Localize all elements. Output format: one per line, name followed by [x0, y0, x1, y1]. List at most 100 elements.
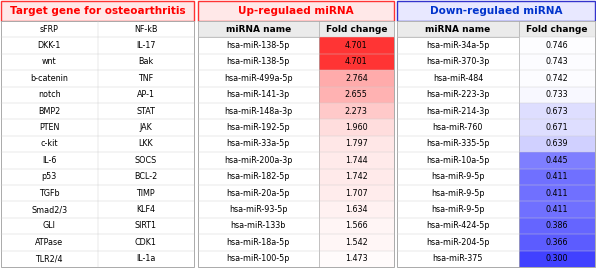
Bar [318, 185, 394, 201]
Text: hsa-miR-18a-5p: hsa-miR-18a-5p [226, 238, 290, 247]
Bar [519, 185, 595, 201]
Bar [198, 21, 394, 267]
Text: 0.733: 0.733 [545, 90, 568, 99]
Bar [519, 136, 595, 152]
Bar [519, 87, 595, 103]
Text: hsa-miR-148a-3p: hsa-miR-148a-3p [224, 107, 293, 116]
Text: PTEN: PTEN [39, 123, 60, 132]
Text: hsa-miR-100-5p: hsa-miR-100-5p [226, 254, 290, 263]
Text: hsa-miR-141-3p: hsa-miR-141-3p [226, 90, 290, 99]
Text: 4.701: 4.701 [345, 58, 368, 66]
Bar [318, 251, 394, 267]
Text: hsa-miR-33a-5p: hsa-miR-33a-5p [226, 140, 290, 148]
Text: 0.300: 0.300 [545, 254, 568, 263]
Bar [1, 21, 194, 267]
Text: 0.639: 0.639 [545, 140, 568, 148]
Text: hsa-miR-484: hsa-miR-484 [433, 74, 483, 83]
Text: 1.960: 1.960 [345, 123, 368, 132]
Text: Fold change: Fold change [325, 25, 387, 34]
Text: SIRT1: SIRT1 [135, 221, 157, 230]
Text: LKK: LKK [138, 140, 153, 148]
Text: SOCS: SOCS [135, 156, 157, 165]
Text: hsa-miR-204-5p: hsa-miR-204-5p [426, 238, 490, 247]
Text: hsa-miR-499a-5p: hsa-miR-499a-5p [224, 74, 293, 83]
Bar [318, 120, 394, 136]
Bar [318, 87, 394, 103]
Text: 0.746: 0.746 [545, 41, 568, 50]
Bar [397, 1, 595, 21]
Text: 2.655: 2.655 [345, 90, 368, 99]
Text: wnt: wnt [42, 58, 57, 66]
Text: hsa-miR-133b: hsa-miR-133b [231, 221, 286, 230]
Text: hsa-miR-182-5p: hsa-miR-182-5p [226, 172, 290, 181]
Text: hsa-miR-214-3p: hsa-miR-214-3p [426, 107, 489, 116]
Text: 1.744: 1.744 [345, 156, 368, 165]
Text: 1.542: 1.542 [345, 238, 368, 247]
Bar [519, 169, 595, 185]
Text: c-kit: c-kit [41, 140, 58, 148]
Text: b-catenin: b-catenin [30, 74, 68, 83]
Bar [519, 54, 595, 70]
Text: hsa-miR-370-3p: hsa-miR-370-3p [426, 58, 489, 66]
Text: TNF: TNF [138, 74, 153, 83]
Bar [519, 70, 595, 87]
Bar [198, 21, 394, 38]
Text: TIMP: TIMP [136, 189, 155, 198]
Bar [519, 201, 595, 218]
Text: sFRP: sFRP [40, 25, 58, 34]
Text: 0.411: 0.411 [545, 189, 568, 198]
Text: BMP2: BMP2 [38, 107, 60, 116]
Bar [318, 70, 394, 87]
Bar [318, 152, 394, 169]
Text: Smad2/3: Smad2/3 [31, 205, 67, 214]
Bar [318, 234, 394, 251]
Text: JAK: JAK [139, 123, 152, 132]
Text: IL-1a: IL-1a [136, 254, 156, 263]
Text: hsa-miR-9-5p: hsa-miR-9-5p [431, 189, 485, 198]
Text: 1.797: 1.797 [345, 140, 368, 148]
Text: CDK1: CDK1 [135, 238, 157, 247]
Bar [519, 234, 595, 251]
Text: AP-1: AP-1 [136, 90, 155, 99]
Text: 1.634: 1.634 [345, 205, 368, 214]
Text: hsa-miR-223-3p: hsa-miR-223-3p [426, 90, 490, 99]
Text: 0.742: 0.742 [545, 74, 568, 83]
Text: Bak: Bak [138, 58, 153, 66]
Text: Fold change: Fold change [526, 25, 588, 34]
Text: p53: p53 [42, 172, 57, 181]
Text: hsa-miR-138-5p: hsa-miR-138-5p [226, 58, 290, 66]
Text: GLI: GLI [43, 221, 55, 230]
Text: hsa-miR-93-5p: hsa-miR-93-5p [229, 205, 287, 214]
Bar [519, 38, 595, 54]
Bar [1, 1, 194, 21]
Text: 0.411: 0.411 [545, 172, 568, 181]
Text: 1.473: 1.473 [345, 254, 368, 263]
Text: TGFb: TGFb [39, 189, 60, 198]
Text: 2.764: 2.764 [345, 74, 368, 83]
Text: hsa-miR-20a-5p: hsa-miR-20a-5p [226, 189, 290, 198]
Text: IL-17: IL-17 [136, 41, 156, 50]
Text: hsa-miR-9-5p: hsa-miR-9-5p [431, 172, 485, 181]
Bar [397, 21, 595, 267]
Text: hsa-miR-138-5p: hsa-miR-138-5p [226, 41, 290, 50]
Text: 0.671: 0.671 [545, 123, 568, 132]
Text: DKK-1: DKK-1 [38, 41, 61, 50]
Text: 0.445: 0.445 [545, 156, 568, 165]
Bar [318, 103, 394, 120]
Text: 0.743: 0.743 [545, 58, 568, 66]
Bar [318, 169, 394, 185]
Text: Down-regulaed miRNA: Down-regulaed miRNA [430, 6, 562, 16]
Text: hsa-miR-192-5p: hsa-miR-192-5p [226, 123, 290, 132]
Text: hsa-miR-760: hsa-miR-760 [433, 123, 483, 132]
Text: BCL-2: BCL-2 [134, 172, 157, 181]
Text: notch: notch [38, 90, 61, 99]
Text: hsa-miR-9-5p: hsa-miR-9-5p [431, 205, 485, 214]
Bar [519, 251, 595, 267]
Text: TLR2/4: TLR2/4 [36, 254, 63, 263]
Bar [318, 136, 394, 152]
Bar [318, 54, 394, 70]
Bar [198, 1, 394, 21]
Text: hsa-miR-424-5p: hsa-miR-424-5p [426, 221, 490, 230]
Bar [318, 38, 394, 54]
Text: KLF4: KLF4 [136, 205, 155, 214]
